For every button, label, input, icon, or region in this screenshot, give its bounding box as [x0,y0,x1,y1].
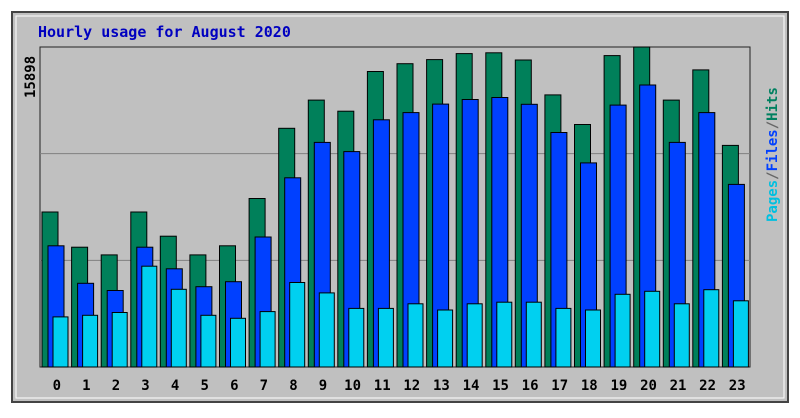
bar-pages [614,293,631,368]
bar-layer [41,46,749,368]
x-tick-label: 14 [463,378,480,394]
x-tick-label: 9 [319,378,327,394]
bar-pages [437,309,454,368]
bar-pages [200,314,217,368]
legend-entry: / [765,171,781,179]
legend-entry: Pages [765,180,781,222]
tick-layer: 0 1 2 3 4 5 6 7 8 9 10 11 12 13 14 15 16 17 18 19 20 21 22 23 [53,378,746,394]
x-tick-label: 13 [433,378,450,394]
x-tick-label: 19 [610,378,627,394]
x-tick-label: 1 [82,378,90,394]
legend-entry: / [765,121,781,129]
bar-pages [82,314,99,368]
x-tick-label: 6 [230,378,238,394]
bar-pages [703,289,720,368]
bar-pages [673,303,690,368]
x-tick-label: 15 [492,378,509,394]
bar-pages [289,282,306,368]
bar-pages [466,303,483,368]
x-tick-label: 22 [699,378,716,394]
bar-pages [496,301,513,368]
bar-pages [407,303,424,368]
chart-title: Hourly usage for August 2020 [38,23,291,41]
legend: Pages/Files/Hits [765,87,781,222]
x-tick-label: 18 [581,378,598,394]
x-tick-label: 8 [289,378,297,394]
bar-pages [111,312,128,368]
x-tick-label: 11 [374,378,391,394]
legend-entry: Files [765,129,781,171]
bar-pages [230,317,246,368]
bar-pages [141,265,158,368]
x-tick-label: 5 [200,378,208,394]
bar-pages [525,301,542,368]
x-tick-label: 3 [141,378,149,394]
bar-pages [259,311,276,368]
x-tick-label: 7 [260,378,268,394]
grid-layer [40,153,750,261]
x-tick-label: 20 [640,378,657,394]
chart-frame-inner [15,15,785,399]
x-tick-label: 10 [344,378,361,394]
x-tick-label: 12 [403,378,420,394]
x-tick-label: 2 [112,378,120,394]
legend-entry: Hits [765,87,781,121]
bar-pages [170,288,187,368]
plot-area [39,46,751,368]
x-tick-label: 0 [53,378,61,394]
x-tick-label: 4 [171,378,179,394]
bar-pages [585,309,601,368]
bar-pages [52,316,69,368]
bar-pages [377,307,394,368]
x-tick-label: 16 [522,378,539,394]
bar-pages [348,307,365,368]
bar-pages [644,290,661,368]
bar-pages [732,300,749,368]
x-tick-label: 23 [729,378,746,394]
y-max-label: 15898 [23,56,39,98]
bar-pages [555,307,572,368]
x-tick-label: 17 [551,378,568,394]
x-tick-label: 21 [670,378,687,394]
bar-pages [318,292,335,368]
